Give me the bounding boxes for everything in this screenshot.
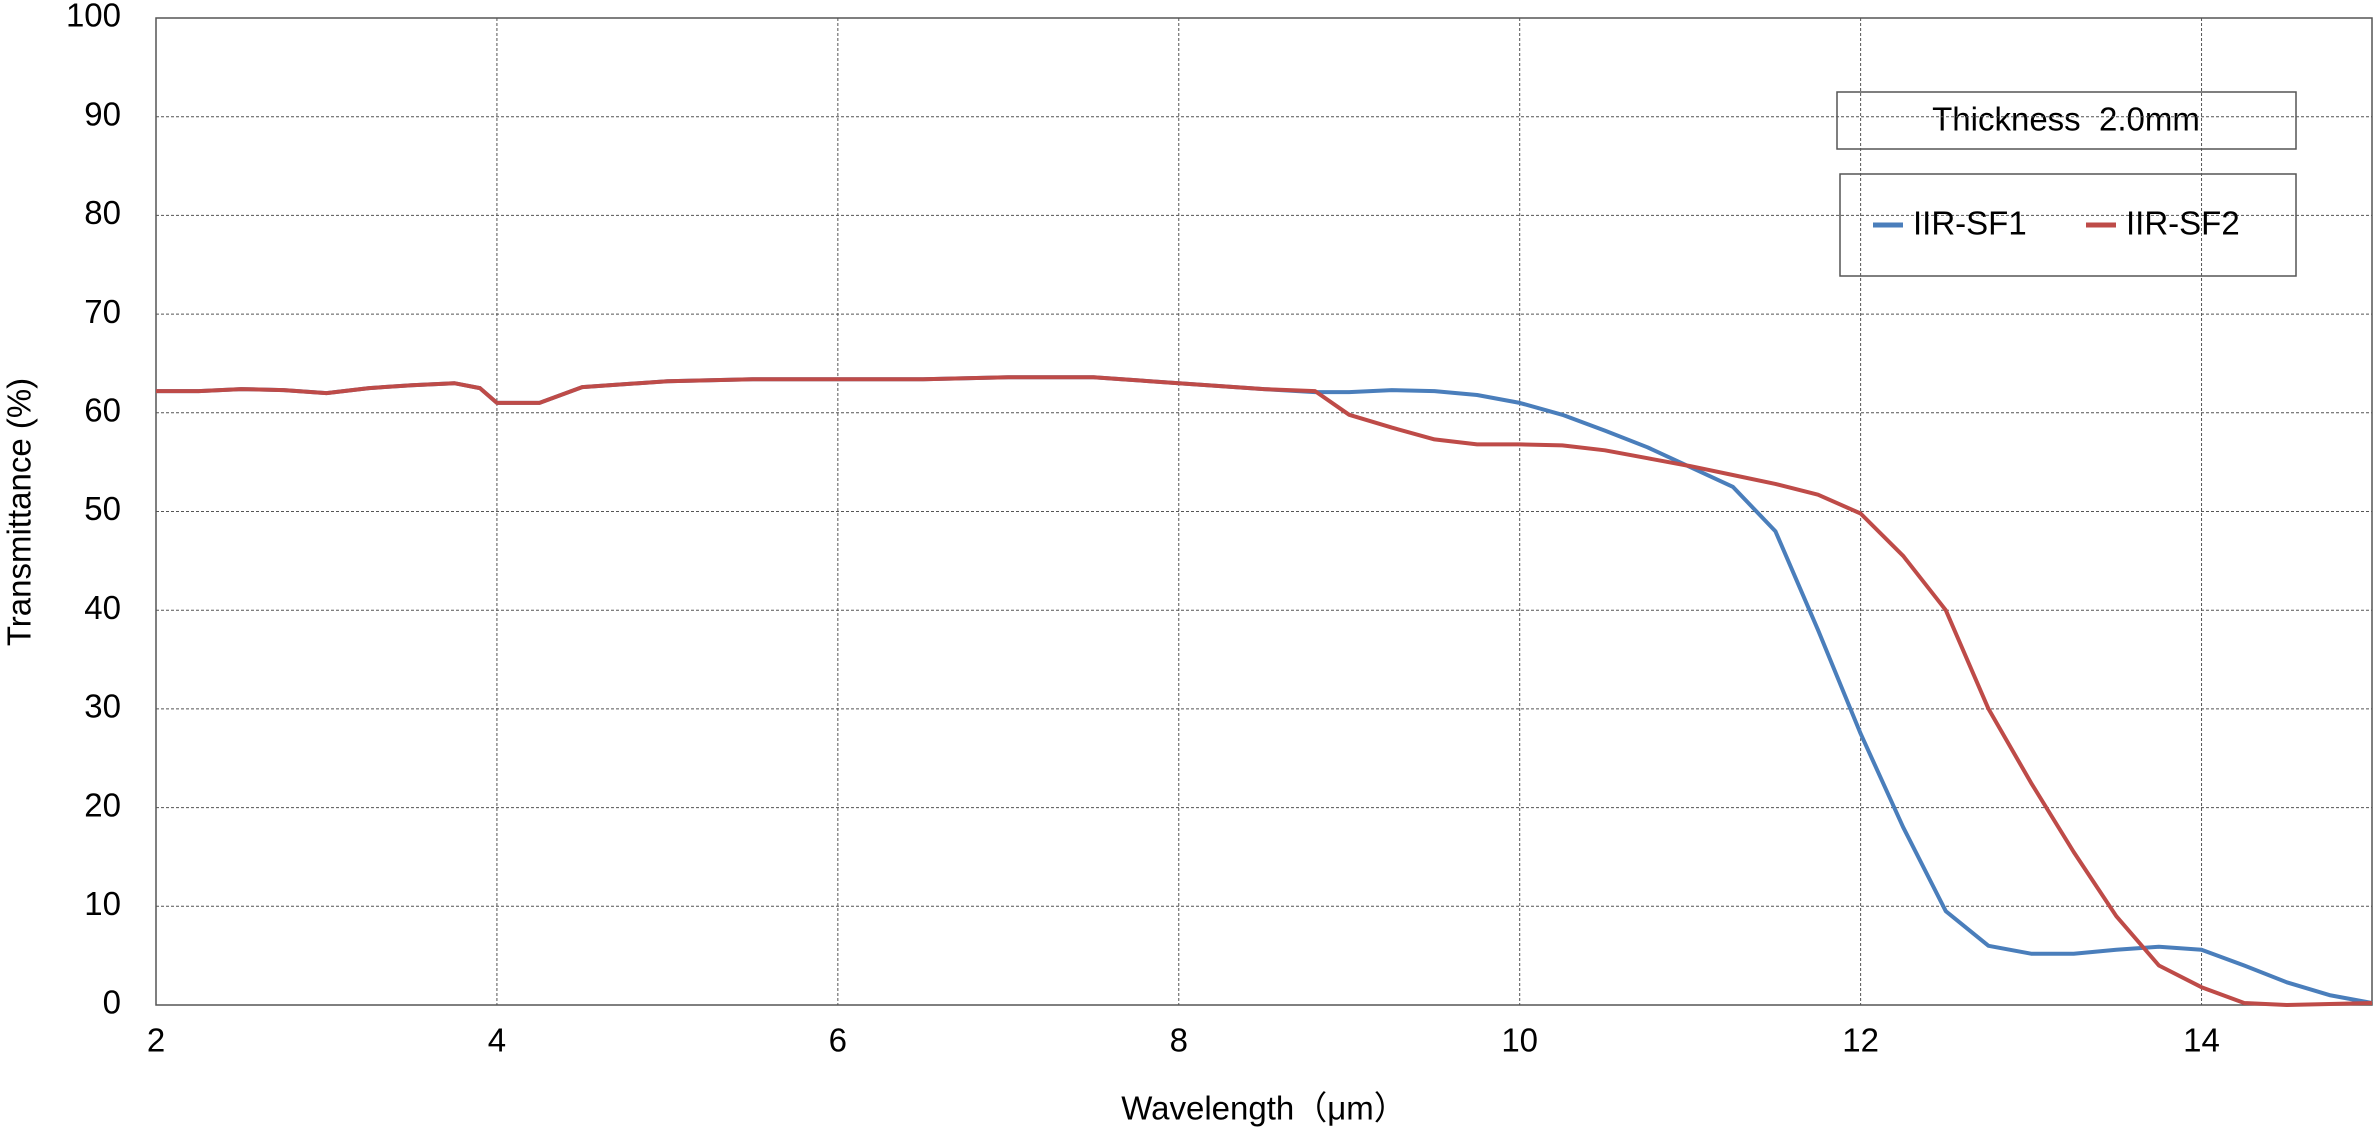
- y-tick-label: 60: [84, 392, 121, 429]
- legend-label: IIR-SF2: [2126, 205, 2240, 242]
- legend-label: IIR-SF1: [1913, 205, 2027, 242]
- y-tick-label: 10: [84, 885, 121, 922]
- y-tick-label: 100: [66, 0, 121, 34]
- annotation-box: [1836, 91, 2297, 150]
- x-tick-label: 10: [1501, 1022, 1538, 1059]
- x-tick-label: 8: [1170, 1022, 1188, 1059]
- x-tick-label: 4: [488, 1022, 506, 1059]
- y-tick-label: 50: [84, 490, 121, 527]
- y-tick-label: 20: [84, 786, 121, 823]
- x-axis-label: Wavelength（μm）: [1121, 1090, 1407, 1127]
- x-tick-label: 6: [829, 1022, 847, 1059]
- legend: [1839, 173, 2297, 277]
- plot-frame: [155, 17, 2373, 1006]
- y-tick-label: 30: [84, 688, 121, 725]
- y-tick-label: 80: [84, 194, 121, 231]
- y-tick-label: 0: [103, 984, 121, 1021]
- series-line: [156, 375, 2373, 1007]
- y-tick-label: 90: [84, 95, 121, 132]
- y-tick-label: 40: [84, 589, 121, 626]
- x-tick-label: 12: [1842, 1022, 1879, 1059]
- series-line: [156, 375, 2373, 1005]
- x-tick-label: 2: [147, 1022, 165, 1059]
- annotation: Thickness 2.0mm: [1932, 101, 2200, 138]
- y-tick-label: 70: [84, 293, 121, 330]
- x-tick-label: 14: [2183, 1022, 2220, 1059]
- y-axis-label: Transmittance (%): [1, 378, 38, 646]
